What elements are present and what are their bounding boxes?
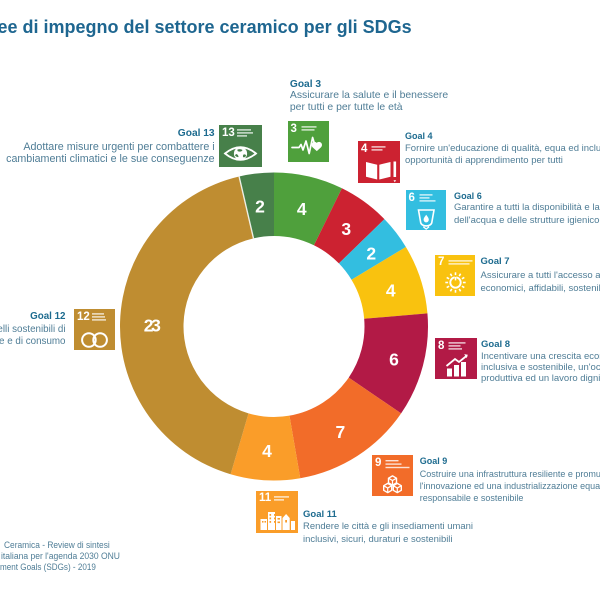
- svg-text:6: 6: [389, 349, 399, 369]
- svg-text:23: 23: [144, 316, 161, 336]
- svg-text:2: 2: [366, 244, 376, 264]
- svg-text:4: 4: [297, 199, 307, 219]
- svg-text:4: 4: [262, 441, 272, 461]
- svg-text:4: 4: [386, 281, 396, 301]
- svg-text:2: 2: [255, 197, 265, 217]
- svg-text:7: 7: [336, 422, 346, 442]
- svg-text:3: 3: [341, 219, 351, 239]
